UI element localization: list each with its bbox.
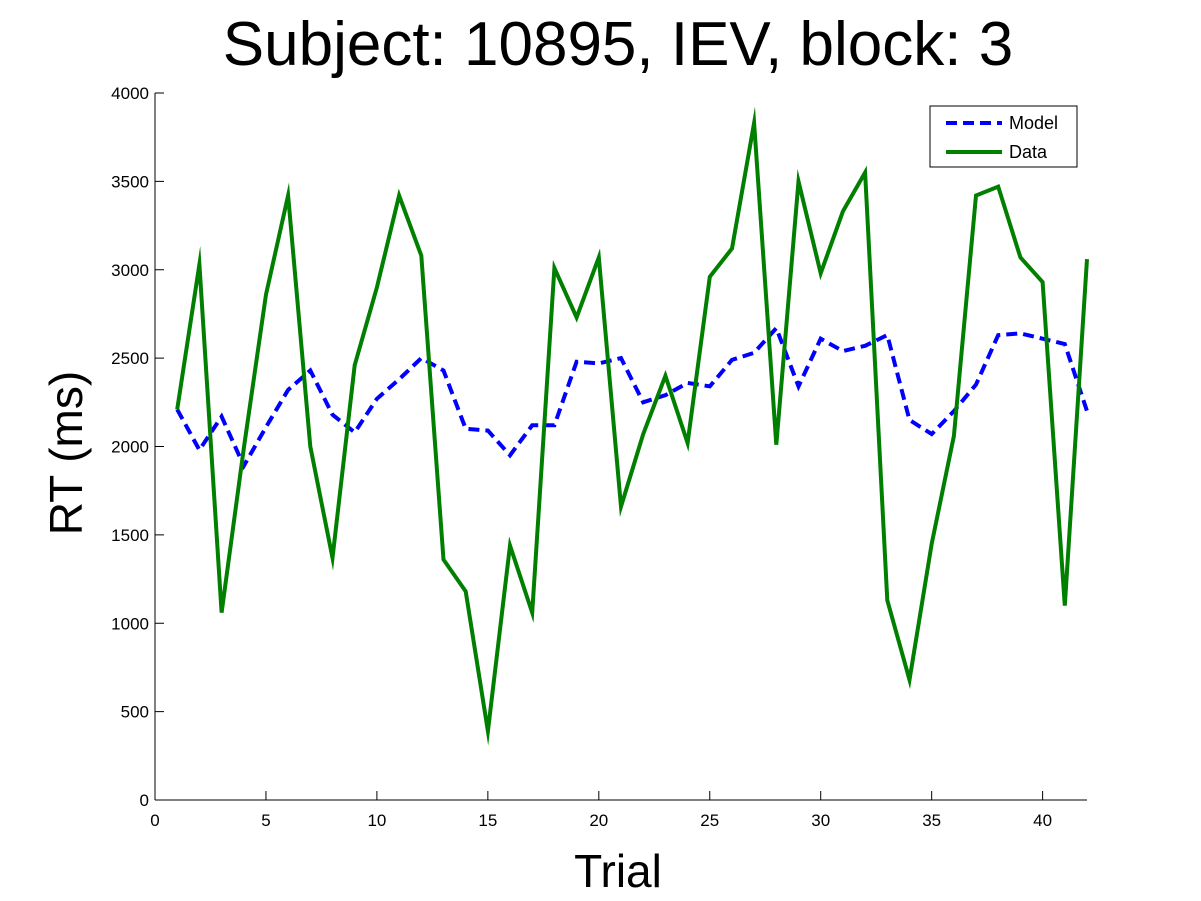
y-tick-label: 4000 xyxy=(111,84,149,103)
x-tick-label: 15 xyxy=(478,811,497,830)
series-line-data xyxy=(175,106,1089,746)
x-tick-label: 30 xyxy=(811,811,830,830)
chart-title: Subject: 10895, IEV, block: 3 xyxy=(223,10,1013,79)
y-tick-label: 2500 xyxy=(111,349,149,368)
x-tick-label: 35 xyxy=(922,811,941,830)
x-tick-label: 5 xyxy=(261,811,270,830)
y-tick-label: 1000 xyxy=(111,614,149,633)
legend-box xyxy=(929,105,1078,168)
legend: Model Data xyxy=(929,105,1078,168)
y-axis-label: RT (ms) xyxy=(40,371,92,535)
x-axis-label: Trial xyxy=(574,845,662,897)
y-tick-label: 2000 xyxy=(111,438,149,457)
x-tick-label: 10 xyxy=(367,811,386,830)
y-tick-label: 500 xyxy=(121,703,149,722)
y-tick-label: 3000 xyxy=(111,261,149,280)
series-line-model xyxy=(175,324,1089,471)
y-tick-label: 0 xyxy=(140,791,149,810)
legend-label-data: Data xyxy=(1009,142,1048,162)
legend-label-model: Model xyxy=(1009,113,1058,133)
plot-area: 0 5 10 15 20 25 30 35 40 0 500 1000 1500 2000 2500 3000… xyxy=(111,84,1089,830)
x-tick-label: 25 xyxy=(700,811,719,830)
y-tick-label: 3500 xyxy=(111,172,149,191)
y-tick-label: 1500 xyxy=(111,526,149,545)
x-tick-label: 40 xyxy=(1033,811,1052,830)
x-tick-label: 20 xyxy=(589,811,608,830)
x-tick-label: 0 xyxy=(150,811,159,830)
